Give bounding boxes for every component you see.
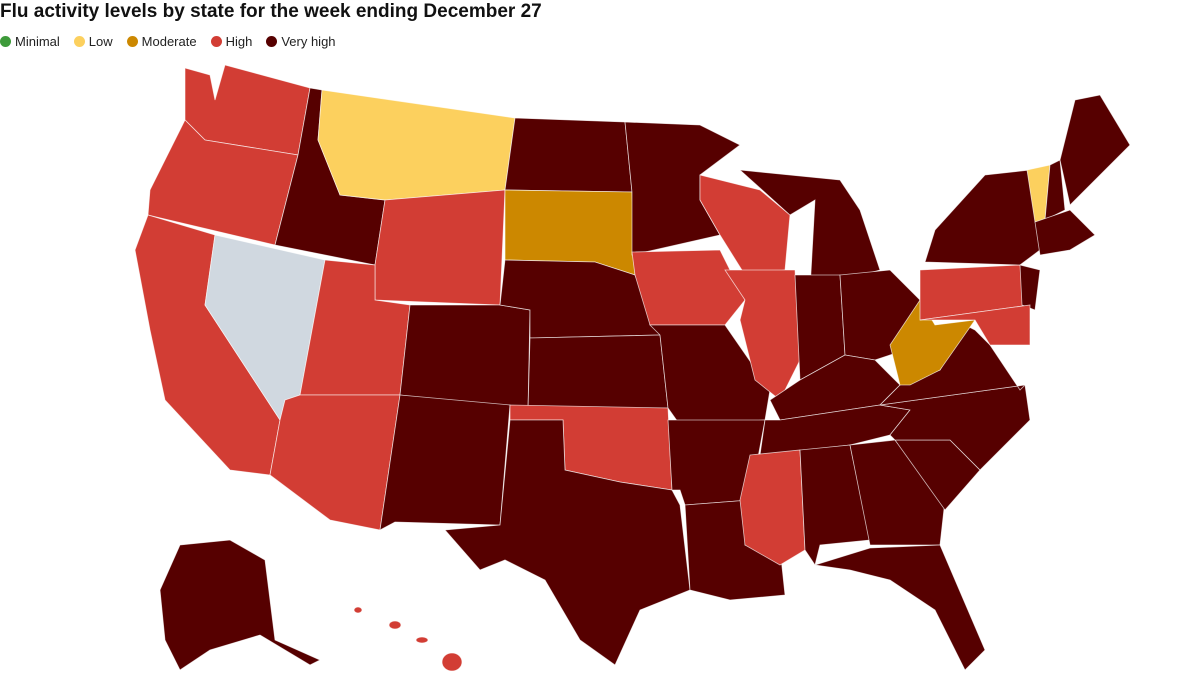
legend-swatch [73, 36, 85, 47]
state [631, 249, 746, 326]
legend-label: High [225, 34, 253, 49]
legend-item: Very high [266, 34, 336, 49]
state [269, 394, 401, 531]
state [1019, 264, 1041, 311]
state [353, 606, 363, 614]
legend-swatch [126, 36, 138, 47]
state [849, 439, 946, 546]
state [388, 620, 402, 630]
legend-item: Low [73, 34, 113, 49]
state [739, 449, 806, 566]
state [879, 384, 1031, 471]
state [1059, 94, 1131, 206]
state [1034, 209, 1096, 256]
state [924, 169, 1041, 266]
legend-swatch [210, 36, 222, 47]
state [415, 636, 429, 644]
legend-label: Moderate [141, 34, 197, 49]
state [147, 119, 299, 246]
state [919, 304, 1031, 346]
state [441, 652, 463, 672]
state [374, 189, 506, 306]
legend-swatch [0, 36, 11, 47]
state [379, 394, 511, 531]
state [1044, 159, 1066, 221]
state [159, 539, 321, 671]
legend-label: Very high [281, 34, 336, 49]
state [444, 419, 691, 666]
state [317, 89, 516, 201]
legend-item: High [210, 34, 253, 49]
state [814, 544, 986, 671]
legend: Minimal Low Moderate High Very high [0, 34, 336, 49]
state [527, 334, 669, 411]
legend-swatch [266, 36, 278, 47]
map-title: Flu activity levels by state for the wee… [0, 1, 542, 22]
legend-label: Minimal [15, 34, 60, 49]
legend-item: Minimal [0, 34, 60, 49]
legend-label: Low [88, 34, 113, 49]
state [399, 304, 531, 411]
legend-item: Moderate [126, 34, 197, 49]
state [504, 117, 633, 193]
